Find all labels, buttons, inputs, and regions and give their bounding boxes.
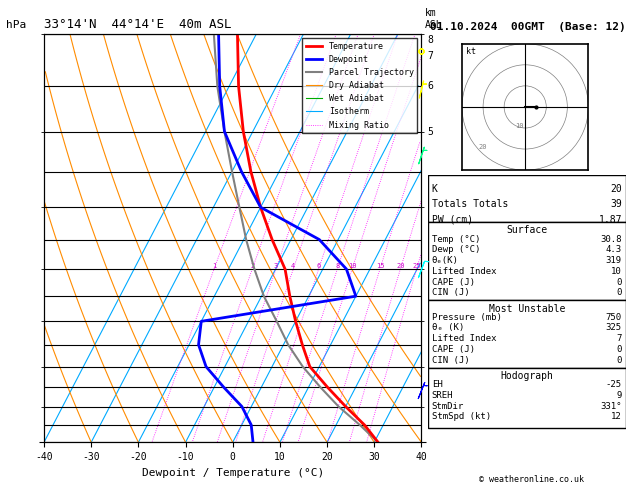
Text: Most Unstable: Most Unstable bbox=[489, 304, 565, 313]
FancyBboxPatch shape bbox=[428, 175, 626, 223]
Text: 01.10.2024  00GMT  (Base: 12): 01.10.2024 00GMT (Base: 12) bbox=[430, 22, 626, 32]
Text: 10: 10 bbox=[611, 267, 622, 276]
Text: Totals Totals: Totals Totals bbox=[431, 199, 508, 209]
Text: Lifted Index: Lifted Index bbox=[431, 334, 496, 343]
Text: 20: 20 bbox=[610, 184, 622, 194]
Text: 7: 7 bbox=[616, 334, 622, 343]
Text: © weatheronline.co.uk: © weatheronline.co.uk bbox=[479, 474, 584, 484]
Text: 25: 25 bbox=[412, 263, 421, 269]
Text: Dewp (°C): Dewp (°C) bbox=[431, 245, 480, 254]
FancyBboxPatch shape bbox=[428, 223, 626, 300]
Text: 325: 325 bbox=[606, 324, 622, 332]
Text: 8: 8 bbox=[335, 263, 340, 269]
Text: 6: 6 bbox=[316, 263, 321, 269]
Text: 20: 20 bbox=[479, 144, 487, 150]
Text: SREH: SREH bbox=[431, 391, 453, 400]
Text: CIN (J): CIN (J) bbox=[431, 356, 469, 364]
Text: 319: 319 bbox=[606, 256, 622, 265]
Text: Surface: Surface bbox=[506, 226, 547, 236]
Text: 331°: 331° bbox=[601, 401, 622, 411]
Text: 1: 1 bbox=[427, 382, 433, 392]
Text: 9: 9 bbox=[616, 391, 622, 400]
Text: 1.87: 1.87 bbox=[598, 215, 622, 225]
Text: 8: 8 bbox=[427, 35, 433, 45]
Text: Pressure (mb): Pressure (mb) bbox=[431, 313, 501, 322]
Text: 3: 3 bbox=[274, 263, 278, 269]
Text: K: K bbox=[431, 184, 438, 194]
Legend: Temperature, Dewpoint, Parcel Trajectory, Dry Adiabat, Wet Adiabat, Isotherm, Mi: Temperature, Dewpoint, Parcel Trajectory… bbox=[303, 38, 417, 133]
Text: 5: 5 bbox=[427, 126, 433, 137]
Text: 4: 4 bbox=[291, 263, 296, 269]
Text: 3: 3 bbox=[427, 264, 433, 274]
Text: 4: 4 bbox=[427, 202, 433, 212]
Text: Hodograph: Hodograph bbox=[500, 371, 554, 381]
FancyBboxPatch shape bbox=[428, 368, 626, 428]
Text: 4.3: 4.3 bbox=[606, 245, 622, 254]
Text: 0: 0 bbox=[616, 345, 622, 354]
Text: 12: 12 bbox=[611, 412, 622, 421]
Text: 20: 20 bbox=[396, 263, 404, 269]
Text: 750: 750 bbox=[606, 313, 622, 322]
Text: Temp (°C): Temp (°C) bbox=[431, 235, 480, 243]
Text: 10: 10 bbox=[348, 263, 357, 269]
Text: StmSpd (kt): StmSpd (kt) bbox=[431, 412, 491, 421]
Text: 6: 6 bbox=[427, 81, 433, 91]
Text: km
ASL: km ASL bbox=[425, 8, 443, 30]
Text: 33°14'N  44°14'E  40m ASL: 33°14'N 44°14'E 40m ASL bbox=[44, 18, 231, 32]
Text: PW (cm): PW (cm) bbox=[431, 215, 473, 225]
Text: Mixing Ratio (g/kg): Mixing Ratio (g/kg) bbox=[440, 231, 448, 327]
Text: CAPE (J): CAPE (J) bbox=[431, 278, 475, 287]
Text: 15: 15 bbox=[376, 263, 384, 269]
Text: 0: 0 bbox=[616, 288, 622, 297]
Text: θₑ(K): θₑ(K) bbox=[431, 256, 459, 265]
Text: 1: 1 bbox=[212, 263, 216, 269]
Text: 39: 39 bbox=[610, 199, 622, 209]
Text: 2: 2 bbox=[427, 316, 433, 326]
Text: StmDir: StmDir bbox=[431, 401, 464, 411]
Text: CIN (J): CIN (J) bbox=[431, 288, 469, 297]
Text: 7: 7 bbox=[427, 51, 433, 61]
Text: CAPE (J): CAPE (J) bbox=[431, 345, 475, 354]
Text: 2: 2 bbox=[250, 263, 254, 269]
Text: 10: 10 bbox=[515, 123, 523, 129]
X-axis label: Dewpoint / Temperature (°C): Dewpoint / Temperature (°C) bbox=[142, 468, 324, 478]
Text: 30.8: 30.8 bbox=[601, 235, 622, 243]
Text: θₑ (K): θₑ (K) bbox=[431, 324, 464, 332]
Text: kt: kt bbox=[466, 47, 476, 56]
Text: 0: 0 bbox=[616, 356, 622, 364]
Text: Lifted Index: Lifted Index bbox=[431, 267, 496, 276]
Text: hPa: hPa bbox=[6, 20, 26, 30]
Text: EH: EH bbox=[431, 380, 442, 389]
FancyBboxPatch shape bbox=[428, 300, 626, 368]
Text: 0: 0 bbox=[616, 278, 622, 287]
Text: -25: -25 bbox=[606, 380, 622, 389]
